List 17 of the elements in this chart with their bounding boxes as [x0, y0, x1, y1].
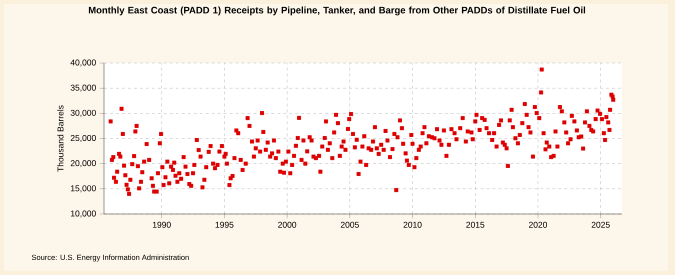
x-tick-label: 2010	[404, 222, 422, 228]
y-tick-label: 40,000	[70, 60, 96, 66]
x-tick-label: 2025	[592, 222, 610, 228]
y-tick-label: 10,000	[70, 210, 96, 218]
x-tick-label: 2000	[278, 222, 296, 228]
chart-title: Monthly East Coast (PADD 1) Receipts by Pipeline, Tanker, and Barge from Other PADDs of Distillate Fuel Oil	[88, 6, 586, 16]
y-tick-label: 20,000	[70, 160, 96, 168]
y-tick-label: 30,000	[70, 110, 96, 117]
x-tick-label: 2015	[466, 222, 484, 228]
y-tick-label: 15,000	[70, 185, 96, 192]
x-tick-label: 2020	[528, 222, 548, 228]
x-tick-label: 1995	[216, 222, 234, 228]
x-tick-label: 1990	[152, 222, 171, 228]
x-tick-label: 2005	[340, 222, 359, 228]
y-tick-label: 25,000	[70, 135, 96, 142]
y-axis-title: Thousand Barrels	[57, 105, 64, 172]
y-tick-label: 35,000	[70, 84, 96, 92]
